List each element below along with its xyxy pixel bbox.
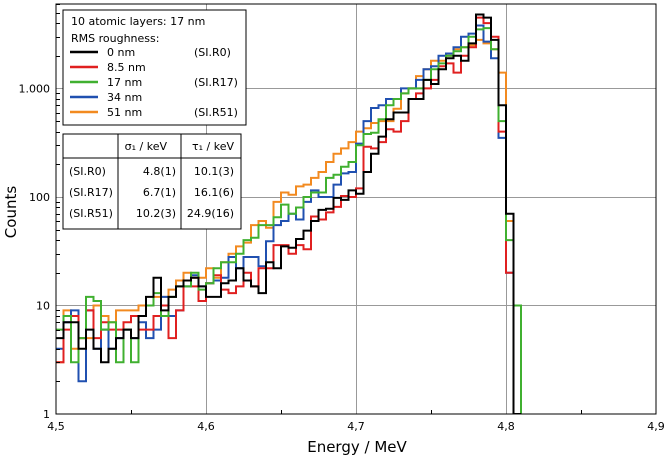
legend-label: 0 nm xyxy=(107,46,135,59)
parameter-table: σ₁ / keV τ₁ / keV (SI.R0) 4.8(1) 10.1(3)… xyxy=(62,133,242,230)
table-header-sigma: σ₁ / keV xyxy=(125,140,168,153)
table-cell: 10.1(3) xyxy=(194,165,234,178)
x-tick-label: 4,8 xyxy=(497,420,515,433)
series-line-0nm xyxy=(56,13,521,414)
plot-frame xyxy=(55,3,657,415)
y-axis-title: Counts xyxy=(2,186,20,239)
table-cell: 16.1(6) xyxy=(194,186,234,199)
x-tick-label: 4,7 xyxy=(347,420,365,433)
legend-subtitle: RMS roughness: xyxy=(71,32,159,45)
legend-tag: (SI.R17) xyxy=(194,76,238,89)
x-tick-label: 4,6 xyxy=(197,420,215,433)
series-layer xyxy=(56,13,522,414)
x-tick-label: 4,9 xyxy=(647,420,664,433)
series-line-17nm xyxy=(56,27,522,414)
legend: 10 atomic layers: 17 nm RMS roughness: 0… xyxy=(62,9,247,126)
table-row-label: (SI.R0) xyxy=(69,165,106,178)
table-cell: 24.9(16) xyxy=(187,207,234,220)
y-tick-label: 10 xyxy=(36,299,50,312)
y-tick-label: 1.000 xyxy=(19,82,51,95)
axis-ticks: 4,5 4,6 4,7 4,8 4,9 1 10 100 1.000 xyxy=(19,4,664,433)
legend-label: 8.5 nm xyxy=(107,61,146,74)
x-axis-title: Energy / MeV xyxy=(307,438,407,456)
table-cell: 4.8(1) xyxy=(143,165,176,178)
legend-tag: (SI.R51) xyxy=(194,106,238,119)
y-tick-label: 1 xyxy=(43,408,50,421)
table-cell: 10.2(3) xyxy=(136,207,176,220)
table-row-label: (SI.R51) xyxy=(69,207,113,220)
legend-label: 34 nm xyxy=(107,91,142,104)
y-tick-label: 100 xyxy=(29,191,50,204)
table-cell: 6.7(1) xyxy=(143,186,176,199)
legend-title: 10 atomic layers: 17 nm xyxy=(71,15,205,28)
legend-label: 51 nm xyxy=(107,106,142,119)
x-tick-label: 4,5 xyxy=(47,420,65,433)
table-box xyxy=(62,133,242,230)
table-header-tau: τ₁ / keV xyxy=(192,140,234,153)
legend-label: 17 nm xyxy=(107,76,142,89)
legend-tag: (SI.R0) xyxy=(194,46,231,59)
table-row-label: (SI.R17) xyxy=(69,186,113,199)
